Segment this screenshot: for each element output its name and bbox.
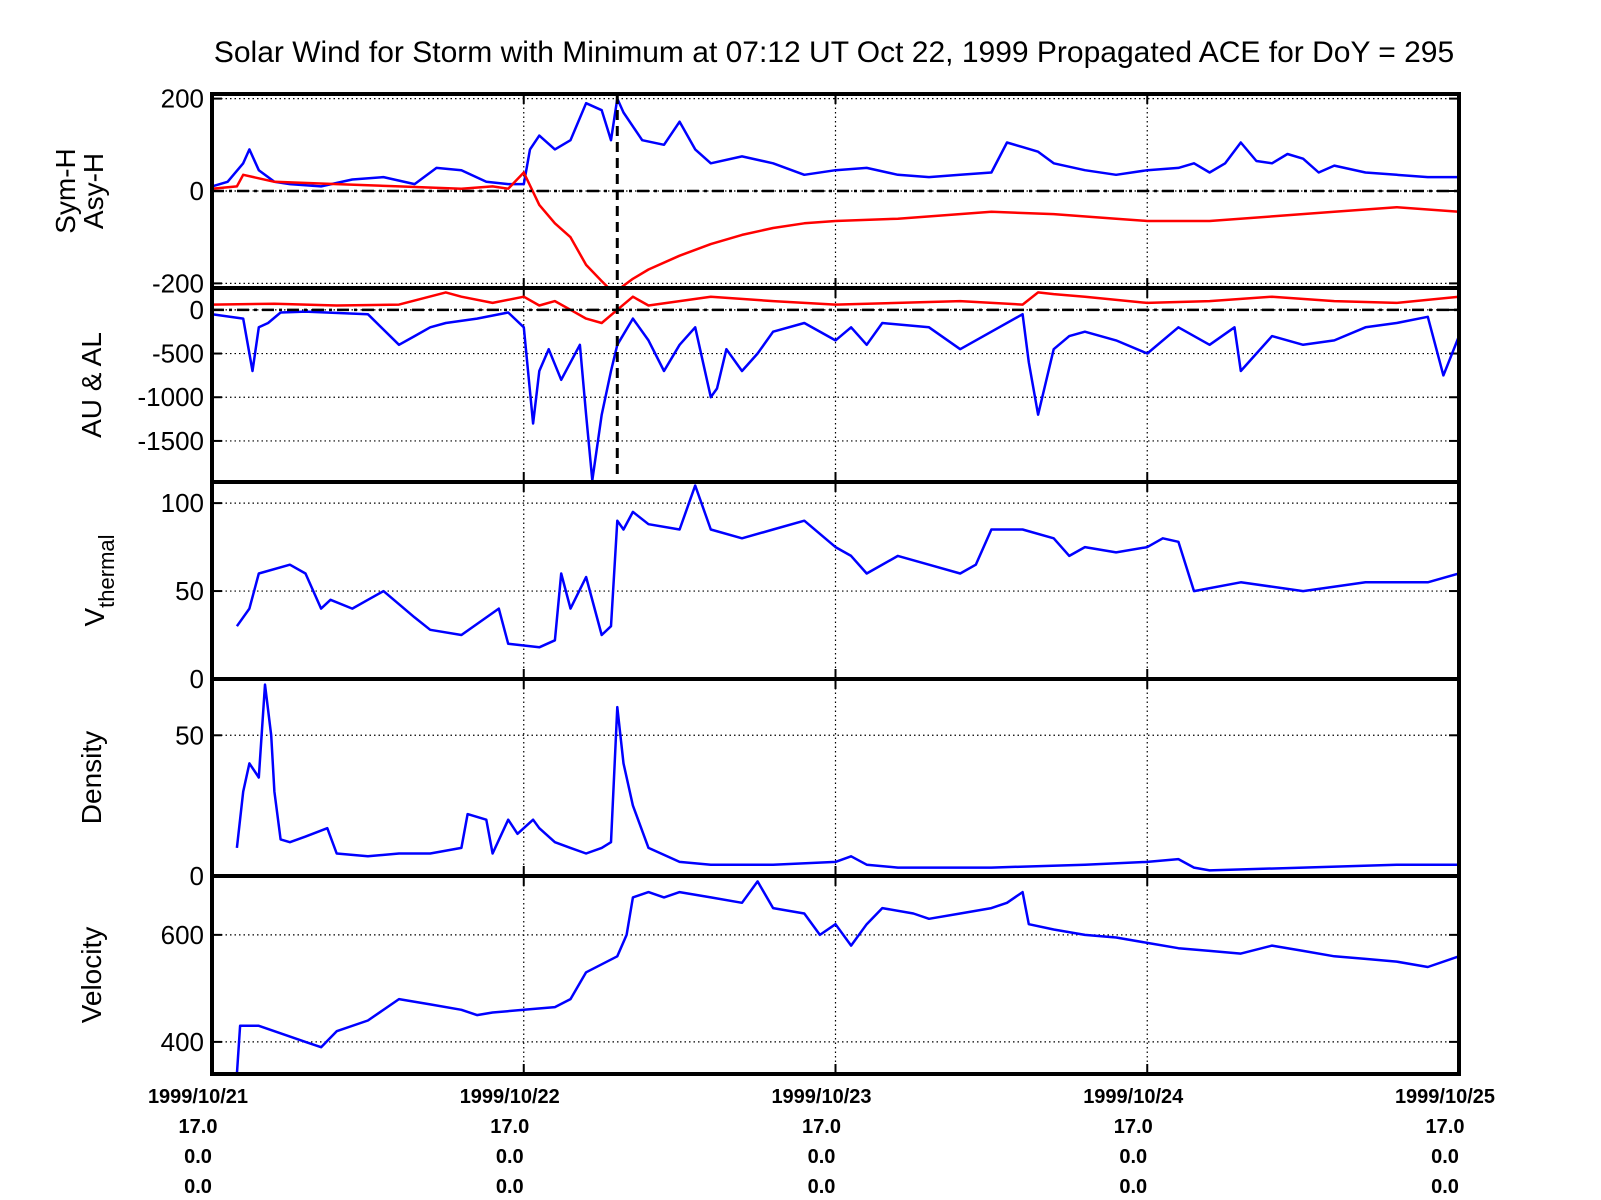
- x-tick-label: 0.0: [496, 1146, 524, 1168]
- x-tick-label: 0.0: [1119, 1146, 1147, 1168]
- x-tick-label: 17.0: [802, 1116, 841, 1138]
- y-tick-label: 0: [190, 295, 204, 325]
- series-line-blue: [235, 683, 1459, 872]
- series-group: [212, 291, 1459, 482]
- y-axis-label-main: V: [79, 608, 110, 627]
- x-tick-label: 17.0: [1426, 1116, 1465, 1138]
- y-axis-label-line: Sym-H: [50, 148, 81, 234]
- panel-4: 50 0 Density: [76, 677, 1461, 891]
- series-line-blue: [212, 97, 1459, 188]
- series-group: [212, 97, 1459, 288]
- y-axis-label: Velocity: [76, 927, 107, 1024]
- y-axis-label: Vthermal: [79, 534, 119, 626]
- x-tick-label: 1999/10/22: [460, 1086, 560, 1108]
- series-line-blue: [235, 484, 1459, 649]
- series-group: [235, 484, 1459, 649]
- y-tick-label: 0: [190, 176, 204, 206]
- y-axis-label: AU & AL: [76, 332, 107, 438]
- y-tick-label: 0: [190, 664, 204, 694]
- y-tick-label: 50: [175, 576, 204, 606]
- x-tick-label: 17.0: [179, 1116, 218, 1138]
- chart-title: Solar Wind for Storm with Minimum at 07:…: [214, 36, 1454, 69]
- x-tick-label: 0.0: [808, 1146, 836, 1168]
- x-tick-label: 1999/10/21: [148, 1086, 248, 1108]
- y-tick-label: 100: [161, 488, 204, 518]
- series-line-blue: [235, 880, 1459, 1074]
- y-tick-label: 50: [175, 720, 204, 750]
- x-tick-label: 17.0: [1114, 1116, 1153, 1138]
- y-tick-label: -200: [152, 268, 204, 298]
- x-tick-label: 1999/10/24: [1083, 1086, 1184, 1108]
- x-tick-labels: 1999/10/21 17.0 0.0 0.0 1999/10/22 17.0 0.0 0.0…: [148, 1086, 1495, 1198]
- x-tick-label: 0.0: [1431, 1176, 1459, 1198]
- panel-frame: [210, 874, 1461, 1076]
- x-tick-label: 17.0: [490, 1116, 529, 1138]
- x-tick-label: 1999/10/25: [1395, 1086, 1495, 1108]
- x-tick-label: 0.0: [496, 1176, 524, 1198]
- y-axis-label-subscript: thermal: [94, 534, 119, 607]
- y-tick-label: 200: [161, 84, 204, 114]
- y-tick-label: 0: [190, 861, 204, 891]
- y-tick-label: 600: [161, 920, 204, 950]
- x-tick-label: 1999/10/23: [771, 1086, 871, 1108]
- panel-5: 600 400 Velocity: [76, 874, 1461, 1076]
- series-group: [235, 683, 1459, 872]
- y-tick-label: -1000: [138, 382, 205, 412]
- panel-2: 0 -500 -1000 -1500 AU & AL: [76, 286, 1461, 484]
- x-tick-label: 0.0: [808, 1176, 836, 1198]
- y-axis-label: Density: [76, 731, 107, 824]
- series-line-red: [212, 171, 1459, 288]
- y-tick-label: -500: [152, 339, 204, 369]
- x-tick-label: 0.0: [1119, 1176, 1147, 1198]
- x-tick-label: 0.0: [184, 1176, 212, 1198]
- y-axis-label-line: Asy-H: [78, 153, 109, 229]
- series-line-red: [212, 291, 1459, 325]
- series-group: [235, 880, 1459, 1074]
- x-tick-label: 0.0: [184, 1146, 212, 1168]
- y-tick-label: -1500: [138, 426, 205, 456]
- series-line-blue: [212, 310, 1459, 482]
- x-tick-label: 0.0: [1431, 1146, 1459, 1168]
- y-tick-label: 400: [161, 1027, 204, 1057]
